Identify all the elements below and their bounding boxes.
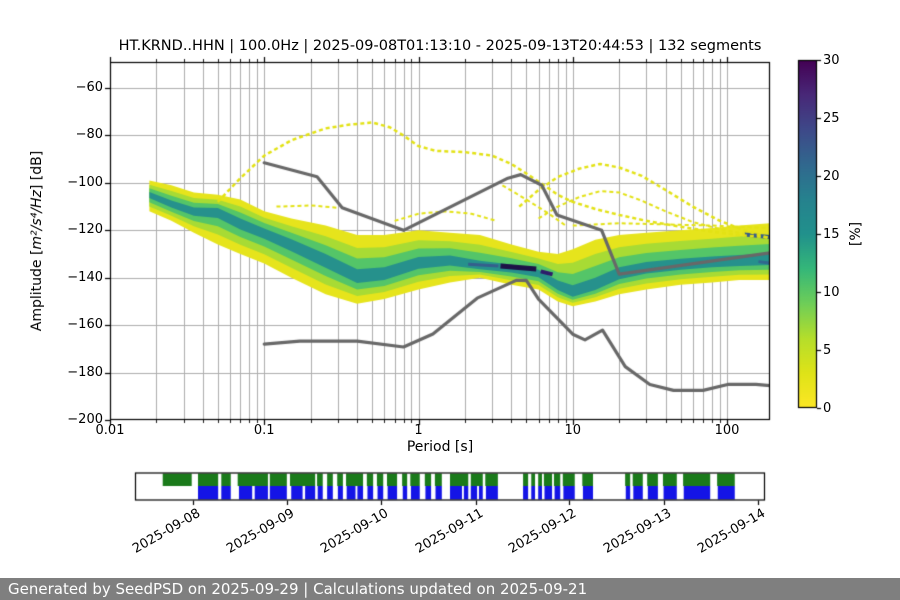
y-tick-label: −140 — [67, 269, 103, 285]
y-tick-label: −100 — [67, 174, 103, 190]
colorbar-tick-label: 20 — [823, 168, 840, 184]
y-axis-label-units: m²/s⁴/Hz — [29, 190, 45, 250]
colorbar-tick-label: 10 — [823, 284, 840, 300]
colorbar-tick-label: 5 — [823, 342, 832, 358]
footer-bar: Generated by SeedPSD on 2025-09-29 | Cal… — [0, 578, 900, 600]
plot-title: HT.KRND..HHN | 100.0Hz | 2025-09-08T01:1… — [118, 38, 762, 54]
colorbar-label: [%] — [848, 221, 864, 247]
colorbar-tick-label: 25 — [823, 110, 840, 126]
x-tick-label: 100 — [714, 423, 740, 438]
x-tick-label: 10 — [564, 423, 582, 438]
y-tick-label: −200 — [67, 412, 103, 427]
x-axis-label: Period [s] — [406, 439, 474, 455]
x-tick-label: 0.1 — [253, 423, 275, 438]
colorbar-tick-label: 0 — [823, 400, 832, 416]
colorbar-tick-label: 30 — [823, 52, 840, 68]
x-tick-label: 1 — [414, 423, 423, 438]
y-tick-label: −180 — [67, 364, 103, 380]
x-tick-label: 0.01 — [95, 423, 125, 438]
footer-text: Generated by SeedPSD on 2025-09-29 | Cal… — [8, 580, 588, 598]
y-tick-label: −80 — [75, 127, 103, 143]
y-tick-label: −160 — [67, 317, 103, 333]
y-tick-label: −60 — [75, 80, 103, 96]
y-tick-label: −120 — [67, 222, 103, 238]
colorbar-tick-label: 15 — [823, 226, 840, 242]
